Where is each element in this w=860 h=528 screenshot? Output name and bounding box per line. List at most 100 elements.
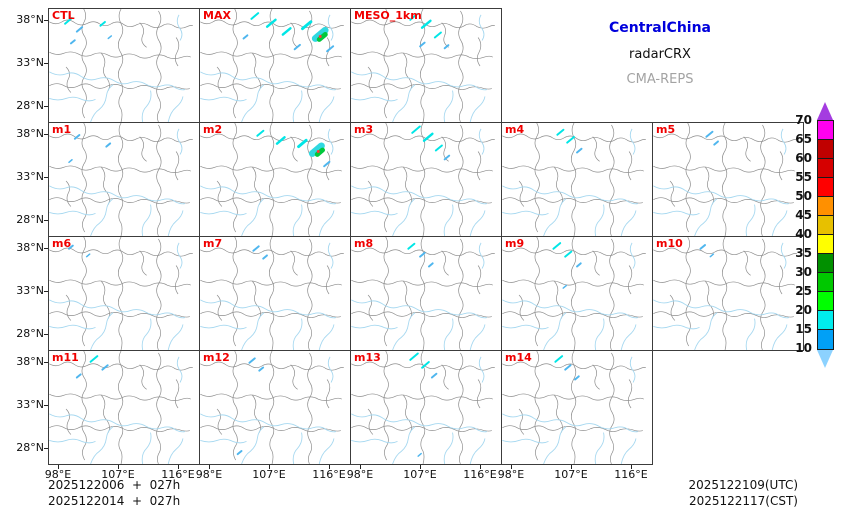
x-tick-mark [118,465,119,469]
panel-CTL: CTL [48,8,200,123]
panel-m3: m3 [350,122,502,237]
colorbar-label: 45 [795,208,812,222]
colorbar-label: 55 [795,170,812,184]
radar-echo [297,138,308,149]
colorbar-label: 40 [795,227,812,241]
map-svg [200,237,344,350]
radar-echo [248,357,256,364]
y-tick-mark [44,63,48,64]
colorbar-segment [818,273,833,292]
radar-echo [434,144,443,152]
radar-echo [323,160,331,168]
radar-echo [262,254,268,260]
radar-echo [293,43,301,51]
y-tick-label: 38°N [16,355,44,368]
radar-echo [419,41,426,48]
panel-m9: m9 [501,236,653,351]
map-svg [49,237,193,350]
panel-m10: m10 [652,236,804,351]
map-svg [200,123,344,236]
map-svg [653,123,797,236]
valid-time-cst: 2025122117(CST) [688,494,798,508]
radar-echo [421,361,430,369]
radar-echo [566,135,575,144]
panel-label: m5 [656,123,676,136]
x-tick-label: 98°E [497,468,525,481]
colorbar-segment [818,292,833,311]
colorbar-label: 30 [795,265,812,279]
y-tick-mark [44,20,48,21]
x-tick-mark [631,465,632,469]
radar-echo [67,244,74,250]
x-tick-mark [178,465,179,469]
panel-label: MESO_1km [354,9,422,22]
map-svg [200,9,344,122]
map-svg [351,351,495,464]
panel-label: m12 [203,351,230,364]
radar-echo [443,44,450,50]
colorbar-label: 10 [795,341,812,355]
colorbar-arrow-bottom [817,350,833,368]
radar-echo [75,373,82,379]
colorbar-segment [818,235,833,254]
radar-echo [420,19,432,29]
x-tick-mark [58,465,59,469]
radar-echo [265,18,277,28]
radar-echo [574,375,580,381]
panel-MESO_1km: MESO_1km [350,8,502,123]
radar-echo [68,159,73,164]
y-tick-mark [44,334,48,335]
y-tick-label: 38°N [16,127,44,140]
init-time-cst: 2025122014 + 027h [48,494,181,508]
panel-label: m2 [203,123,223,136]
radar-echo [709,253,715,258]
radar-echo [73,134,81,140]
region-title: CentralChina [608,20,712,36]
x-tick-label: 98°E [346,468,374,481]
panel-MAX: MAX [199,8,351,123]
radar-echo [713,140,719,146]
panel-label: m14 [505,351,532,364]
panel-m6: m6 [48,236,200,351]
y-tick-mark [44,220,48,221]
panel-m7: m7 [199,236,351,351]
x-tick-mark [511,465,512,469]
radar-echo [409,13,419,21]
x-tick-mark [209,465,210,469]
panel-label: m7 [203,237,223,250]
x-tick-mark [269,465,270,469]
panel-label: m9 [505,237,525,250]
y-tick-mark [44,248,48,249]
colorbar-label: 70 [795,113,812,127]
colorbar-label: 65 [795,132,812,146]
radar-echo [308,142,325,157]
y-tick-mark [44,448,48,449]
panel-label: m8 [354,237,374,250]
x-tick-label: 116°E [463,468,497,481]
radar-echo [430,372,438,379]
y-tick-mark [44,291,48,292]
radar-echo [407,242,416,250]
colorbar-label: 60 [795,151,812,165]
panel-label: m11 [52,351,79,364]
panel-label: m4 [505,123,525,136]
radar-echo [564,364,572,371]
panel-m12: m12 [199,350,351,465]
panel-label: m3 [354,123,374,136]
colorbar-segments [817,120,834,350]
system-title: CMA-REPS [626,72,694,87]
radar-echo [409,352,419,361]
y-tick-mark [44,106,48,107]
colorbar-segment [818,140,833,159]
y-tick-label: 38°N [16,13,44,26]
radar-echo [236,450,243,456]
radar-echo [576,147,583,154]
map-svg [351,123,495,236]
radar-echo [564,250,573,258]
radar-echo [99,20,106,27]
panel-m1: m1 [48,122,200,237]
panel-m11: m11 [48,350,200,465]
map-svg [351,9,495,122]
radar-echo [556,128,565,136]
radar-echo [326,45,335,53]
